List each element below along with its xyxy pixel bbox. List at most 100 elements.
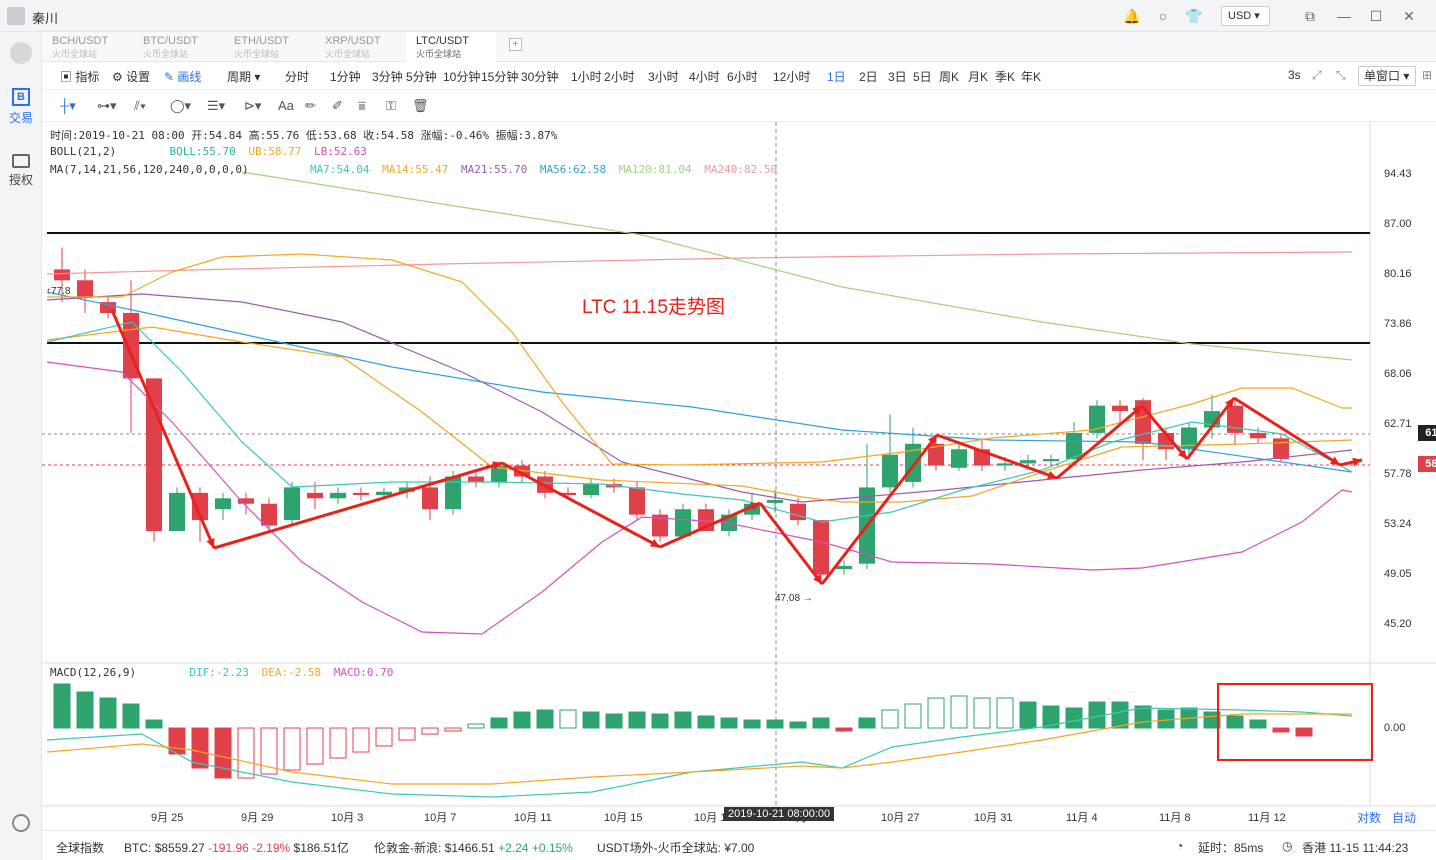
candle-body xyxy=(790,503,806,521)
candle-body xyxy=(951,449,967,468)
sidebar-item-trade[interactable]: B 交易 xyxy=(0,88,42,126)
currency-value: USD xyxy=(1228,10,1252,22)
timeframe-9[interactable]: 3小时 xyxy=(648,70,679,84)
timeframe-8[interactable]: 2小时 xyxy=(604,70,635,84)
layout-icon[interactable]: ⊞ xyxy=(1422,68,1433,82)
fib-tool-icon[interactable]: ☰▾ xyxy=(207,98,226,113)
close-icon[interactable]: ✕ xyxy=(1403,8,1415,24)
maximize-icon[interactable]: ☐ xyxy=(1369,8,1383,24)
magnet-tool-icon[interactable]: ⩸ xyxy=(358,98,366,113)
window-select[interactable]: 单窗口 ▾ xyxy=(1358,66,1416,86)
trend-arrow-line xyxy=(1233,396,1341,467)
timeframe-13[interactable]: 1日 xyxy=(827,70,846,84)
add-tab-button[interactable]: + xyxy=(509,38,522,51)
shape-tool-icon[interactable]: ◯▾ xyxy=(170,98,192,113)
draw-label: 画线 xyxy=(177,70,202,84)
timeframe-16[interactable]: 5日 xyxy=(913,70,932,84)
timeframe-4[interactable]: 10分钟 xyxy=(443,70,481,84)
ma7-value: MA7:54.04 xyxy=(309,163,370,176)
ruler-tool-icon[interactable]: ✏ xyxy=(305,98,316,113)
global-index-label[interactable]: 全球指数 xyxy=(56,841,105,855)
tab-xrp[interactable]: XRP/USDT 火币全球站 xyxy=(315,32,405,62)
candle-body xyxy=(284,487,300,521)
macd-info: MACD(12,26,9) DIF:-2.23 DEA:-2.58 MACD:0… xyxy=(50,666,393,679)
y-label: 73.86 xyxy=(1384,318,1412,330)
app-title: 秦川 xyxy=(32,11,59,26)
pattern-tool-icon[interactable]: ⊳▾ xyxy=(244,98,262,113)
timeframe-2[interactable]: 3分钟 xyxy=(372,70,403,84)
y-label: 94.43 xyxy=(1384,168,1412,180)
timeframe-15[interactable]: 3日 xyxy=(888,70,907,84)
timeframe-11[interactable]: 6小时 xyxy=(727,70,758,84)
popout-icon[interactable]: ⧉ xyxy=(1305,8,1315,24)
macd-bar xyxy=(789,721,807,729)
crosshair-tool-icon[interactable]: ┼▾ xyxy=(60,98,76,113)
timeframe-17[interactable]: 周K xyxy=(939,70,960,84)
macd-bar xyxy=(329,727,347,759)
refresh-interval[interactable]: 3s xyxy=(1288,68,1301,82)
timeframe-1[interactable]: 1分钟 xyxy=(330,70,361,84)
indicators-button[interactable]: ▣ 指标 xyxy=(60,70,100,84)
tab-bch[interactable]: BCH/USDT 火币全球站 xyxy=(42,32,132,62)
macd-bar xyxy=(950,695,968,729)
text-tool-icon[interactable]: Aa xyxy=(278,98,294,113)
macd-zero-label: 0.00 xyxy=(1384,722,1406,734)
title-bar: 秦川 🔔 ○ 👕 USD ▾ ⧉ — ☐ ✕ xyxy=(0,0,1436,32)
timeframe-12[interactable]: 12小时 xyxy=(773,70,811,84)
candle-body xyxy=(422,487,438,510)
candle-body xyxy=(261,503,277,526)
trendline-tool-icon[interactable]: ⫽▾ xyxy=(134,98,147,113)
tab-btc[interactable]: BTC/USDT 火币全球站 xyxy=(133,32,223,62)
tab-ltc[interactable]: LTC/USDT 火币全球站 xyxy=(406,32,496,62)
chart-area[interactable]: 时间:2019-10-21 08:00 开:54.84 高:55.76 低:53… xyxy=(42,122,1436,830)
tab-symbol: ETH/USDT xyxy=(234,35,289,47)
search-icon[interactable]: ○ xyxy=(1158,8,1168,24)
candle-body xyxy=(1250,432,1266,439)
brush-tool-icon[interactable]: ✐ xyxy=(332,98,343,113)
trend-arrow-head xyxy=(928,435,937,445)
macd-bar xyxy=(53,683,71,729)
ma14-line xyxy=(46,326,1353,503)
bell-icon[interactable]: 🔔 xyxy=(1123,8,1141,24)
log-scale-toggle[interactable]: 对数 xyxy=(1357,811,1382,825)
timeframe-0[interactable]: 分时 xyxy=(285,70,310,84)
macd-bar xyxy=(996,697,1014,729)
macd-bar xyxy=(559,709,577,729)
candle-body xyxy=(675,509,691,537)
price-chart-svg[interactable] xyxy=(42,122,1436,830)
sidebar-item-auth[interactable]: 授权 xyxy=(0,154,42,188)
tab-eth[interactable]: ETH/USDT 火币全球站 xyxy=(224,32,314,62)
settings-button[interactable]: ⚙ 设置 xyxy=(112,70,151,84)
currency-select[interactable]: USD ▾ xyxy=(1221,6,1270,26)
boll-name: BOLL(21,2) xyxy=(50,145,117,158)
candle-body xyxy=(1273,438,1289,460)
trend-arrow-head xyxy=(1177,449,1187,459)
user-avatar-icon[interactable] xyxy=(7,7,25,25)
timeframe-6[interactable]: 30分钟 xyxy=(521,70,559,84)
logo-icon xyxy=(0,42,42,64)
hline-tool-icon[interactable]: ⊶▾ xyxy=(97,98,117,113)
trend-arrow-head xyxy=(1047,470,1057,480)
timeframe-10[interactable]: 4小时 xyxy=(689,70,720,84)
timeframe-18[interactable]: 月K xyxy=(968,70,989,84)
auto-scale-toggle[interactable]: 自动 xyxy=(1392,811,1417,825)
candle-body xyxy=(100,302,116,314)
period-select[interactable]: 周期 ▾ xyxy=(227,70,261,84)
minimize-icon[interactable]: — xyxy=(1337,8,1351,24)
expand-icon[interactable]: ⤡ xyxy=(1336,68,1346,82)
macd-bar xyxy=(76,691,94,729)
settings-gear-icon[interactable] xyxy=(0,814,42,832)
candle-body xyxy=(560,492,576,496)
timeframe-5[interactable]: 15分钟 xyxy=(481,70,519,84)
timeframe-14[interactable]: 2日 xyxy=(859,70,878,84)
timeframe-20[interactable]: 年K xyxy=(1021,70,1042,84)
timeframe-3[interactable]: 5分钟 xyxy=(406,70,437,84)
skin-icon[interactable]: 👕 xyxy=(1185,8,1203,24)
timeframe-7[interactable]: 1小时 xyxy=(571,70,602,84)
timeframe-19[interactable]: 季K xyxy=(995,70,1016,84)
x-label: 9月 25 xyxy=(151,812,184,824)
lock-tool-icon[interactable]: ⚿ xyxy=(386,98,396,113)
delete-tool-icon[interactable]: 🗑 xyxy=(412,98,429,113)
fullscreen-icon[interactable]: ⤢ xyxy=(1312,68,1322,82)
draw-button[interactable]: ✎ 画线 xyxy=(164,70,202,84)
